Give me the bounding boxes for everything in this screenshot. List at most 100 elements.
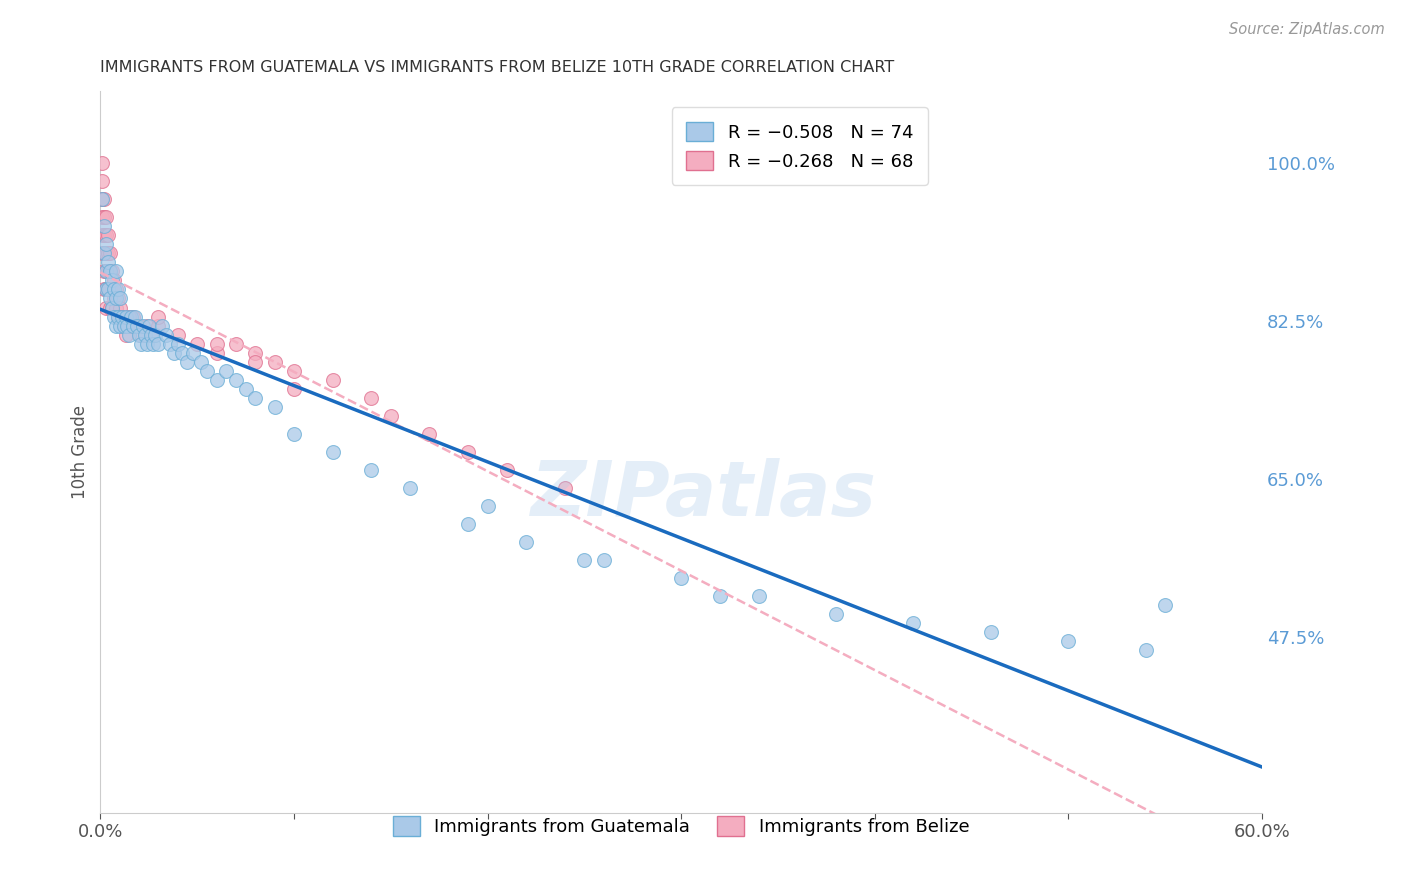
Point <box>1135 643 1157 657</box>
Point <box>91 211 114 225</box>
Point <box>166 336 188 351</box>
Point <box>129 336 152 351</box>
Point <box>97 228 120 243</box>
Point <box>669 571 692 585</box>
Point <box>245 354 267 368</box>
Point <box>322 445 344 459</box>
Point <box>139 327 162 342</box>
Point <box>143 327 166 342</box>
Point <box>101 264 124 278</box>
Point <box>322 373 344 387</box>
Point <box>245 391 267 405</box>
Point <box>124 310 146 324</box>
Point <box>97 246 120 260</box>
Point <box>93 246 115 260</box>
Point <box>91 246 114 260</box>
Point <box>104 283 127 297</box>
Point <box>97 264 120 278</box>
Point <box>748 589 770 603</box>
Y-axis label: 10th Grade: 10th Grade <box>72 405 89 499</box>
Point <box>205 373 228 387</box>
Point <box>263 354 285 368</box>
Point <box>283 426 305 441</box>
Point <box>101 301 124 315</box>
Point <box>103 273 125 287</box>
Point <box>112 318 135 333</box>
Point <box>107 310 129 324</box>
Point <box>93 264 115 278</box>
Point <box>360 391 382 405</box>
Point <box>709 589 731 603</box>
Point <box>107 292 129 306</box>
Point <box>114 327 136 342</box>
Point <box>283 382 305 396</box>
Point <box>592 553 614 567</box>
Point <box>97 283 120 297</box>
Point <box>166 327 188 342</box>
Point <box>148 318 170 333</box>
Point <box>93 211 115 225</box>
Text: IMMIGRANTS FROM GUATEMALA VS IMMIGRANTS FROM BELIZE 10TH GRADE CORRELATION CHART: IMMIGRANTS FROM GUATEMALA VS IMMIGRANTS … <box>100 60 894 75</box>
Point <box>457 445 479 459</box>
Point <box>181 345 204 359</box>
Point <box>1154 598 1177 612</box>
Point <box>134 327 156 342</box>
Point <box>159 336 181 351</box>
Point <box>195 364 218 378</box>
Point <box>903 616 925 631</box>
Point <box>93 192 115 206</box>
Point <box>103 292 125 306</box>
Point <box>112 318 135 333</box>
Point <box>176 354 198 368</box>
Point <box>91 192 114 206</box>
Point <box>515 535 537 549</box>
Point <box>263 400 285 414</box>
Point <box>104 318 127 333</box>
Point <box>150 318 173 333</box>
Point <box>97 283 120 297</box>
Text: ZIPatlas: ZIPatlas <box>531 458 877 533</box>
Point <box>101 301 124 315</box>
Point <box>93 246 115 260</box>
Point <box>245 345 267 359</box>
Point <box>93 219 115 234</box>
Point <box>225 373 247 387</box>
Point <box>215 364 238 378</box>
Point <box>574 553 596 567</box>
Point <box>96 237 118 252</box>
Point <box>104 301 127 315</box>
Point <box>98 264 121 278</box>
Point <box>1057 634 1080 648</box>
Point <box>108 292 131 306</box>
Point <box>127 318 149 333</box>
Point <box>107 310 129 324</box>
Point <box>122 318 145 333</box>
Point <box>117 318 139 333</box>
Point <box>135 336 157 351</box>
Point <box>554 481 576 495</box>
Point <box>138 318 160 333</box>
Point <box>148 310 170 324</box>
Point <box>142 336 165 351</box>
Point <box>96 264 118 278</box>
Point <box>132 318 155 333</box>
Point <box>111 310 134 324</box>
Point <box>170 345 193 359</box>
Point <box>96 246 118 260</box>
Point <box>148 336 170 351</box>
Point <box>98 292 121 306</box>
Point <box>186 336 208 351</box>
Point <box>155 327 177 342</box>
Point <box>118 318 141 333</box>
Point <box>457 516 479 531</box>
Point <box>93 283 115 297</box>
Point <box>96 301 118 315</box>
Point <box>380 409 402 423</box>
Point <box>118 310 141 324</box>
Point <box>112 318 135 333</box>
Point <box>283 364 305 378</box>
Point <box>120 310 142 324</box>
Point <box>418 426 440 441</box>
Point <box>98 264 121 278</box>
Point <box>108 318 131 333</box>
